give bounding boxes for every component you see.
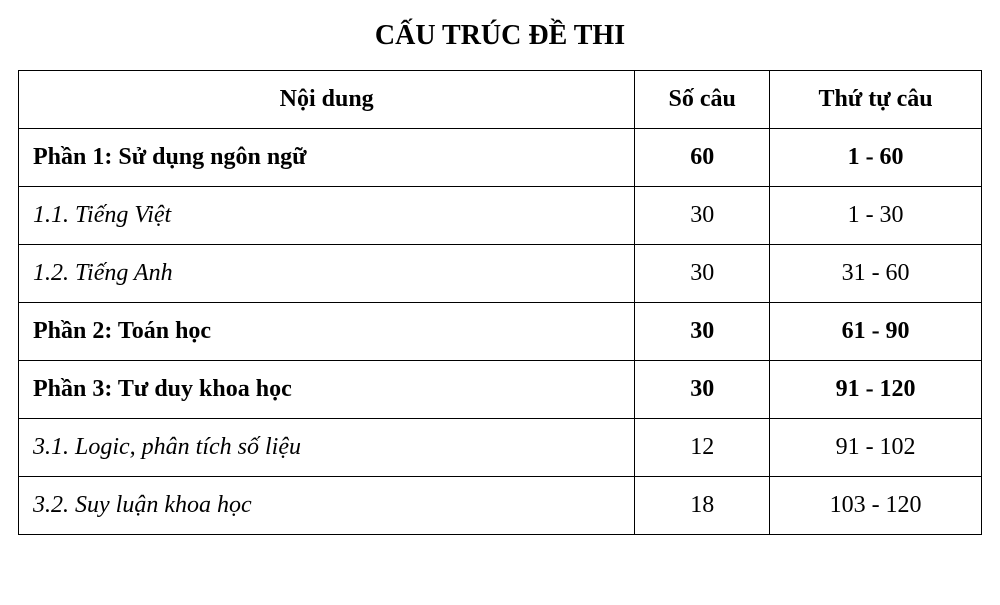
table-row: Phần 2: Toán học3061 - 90: [19, 303, 982, 361]
cell-content: 1.2. Tiếng Anh: [19, 245, 635, 303]
cell-count: 30: [635, 187, 770, 245]
table-row: Phần 3: Tư duy khoa học3091 - 120: [19, 361, 982, 419]
table-header-row: Nội dung Số câu Thứ tự câu: [19, 71, 982, 129]
cell-content: 3.2. Suy luận khoa học: [19, 477, 635, 535]
cell-order: 61 - 90: [770, 303, 982, 361]
cell-count: 30: [635, 245, 770, 303]
cell-order: 103 - 120: [770, 477, 982, 535]
page-title: CẤU TRÚC ĐỀ THI: [18, 20, 982, 52]
cell-order: 91 - 102: [770, 419, 982, 477]
cell-order: 1 - 30: [770, 187, 982, 245]
cell-order: 31 - 60: [770, 245, 982, 303]
col-header-content: Nội dung: [19, 71, 635, 129]
table-row: 3.2. Suy luận khoa học18103 - 120: [19, 477, 982, 535]
cell-count: 18: [635, 477, 770, 535]
table-row: 3.1. Logic, phân tích số liệu1291 - 102: [19, 419, 982, 477]
cell-order: 1 - 60: [770, 129, 982, 187]
col-header-order: Thứ tự câu: [770, 71, 982, 129]
cell-content: 3.1. Logic, phân tích số liệu: [19, 419, 635, 477]
cell-content: Phần 1: Sử dụng ngôn ngữ: [19, 129, 635, 187]
table-row: 1.1. Tiếng Việt301 - 30: [19, 187, 982, 245]
col-header-count: Số câu: [635, 71, 770, 129]
table-row: 1.2. Tiếng Anh3031 - 60: [19, 245, 982, 303]
cell-content: Phần 3: Tư duy khoa học: [19, 361, 635, 419]
table-row: Phần 1: Sử dụng ngôn ngữ601 - 60: [19, 129, 982, 187]
cell-content: 1.1. Tiếng Việt: [19, 187, 635, 245]
cell-order: 91 - 120: [770, 361, 982, 419]
cell-count: 60: [635, 129, 770, 187]
cell-count: 30: [635, 303, 770, 361]
cell-count: 12: [635, 419, 770, 477]
exam-structure-table: Nội dung Số câu Thứ tự câu Phần 1: Sử dụ…: [18, 70, 982, 535]
cell-count: 30: [635, 361, 770, 419]
cell-content: Phần 2: Toán học: [19, 303, 635, 361]
